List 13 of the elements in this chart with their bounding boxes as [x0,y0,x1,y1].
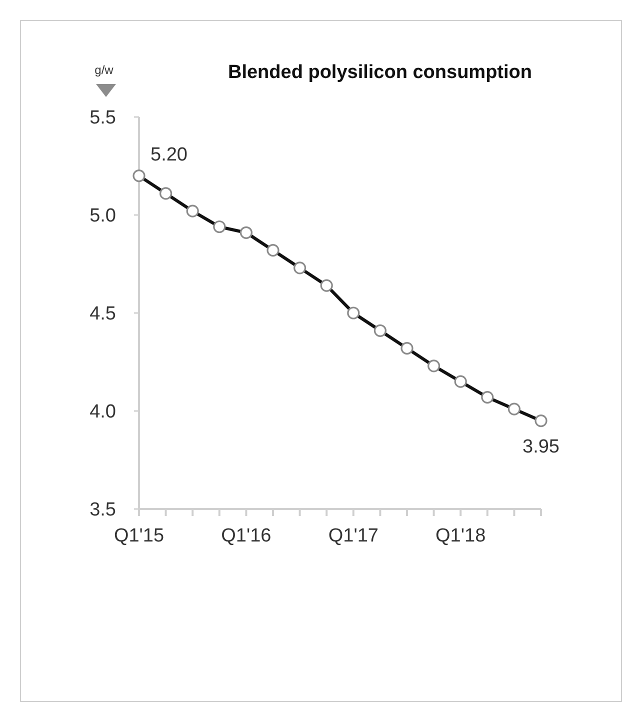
y-tick-label: 4.0 [90,402,116,423]
x-tick-label: Q1'17 [328,525,378,546]
data-label: 3.95 [522,436,560,458]
y-tick-label: 5.0 [90,206,116,227]
x-tick-label: Q1'15 [114,525,164,546]
chart-title: Blended polysilicon consumption [226,62,534,84]
y-axis-title: g/w [94,63,114,77]
data-label: 5.20 [150,144,188,166]
y-tick-label: 3.5 [90,500,116,521]
x-tick-label: Q1'18 [436,525,486,546]
y-tick-label: 4.5 [90,304,116,325]
x-tick-label: Q1'16 [221,525,272,546]
y-tick-label: 5.5 [90,108,116,129]
